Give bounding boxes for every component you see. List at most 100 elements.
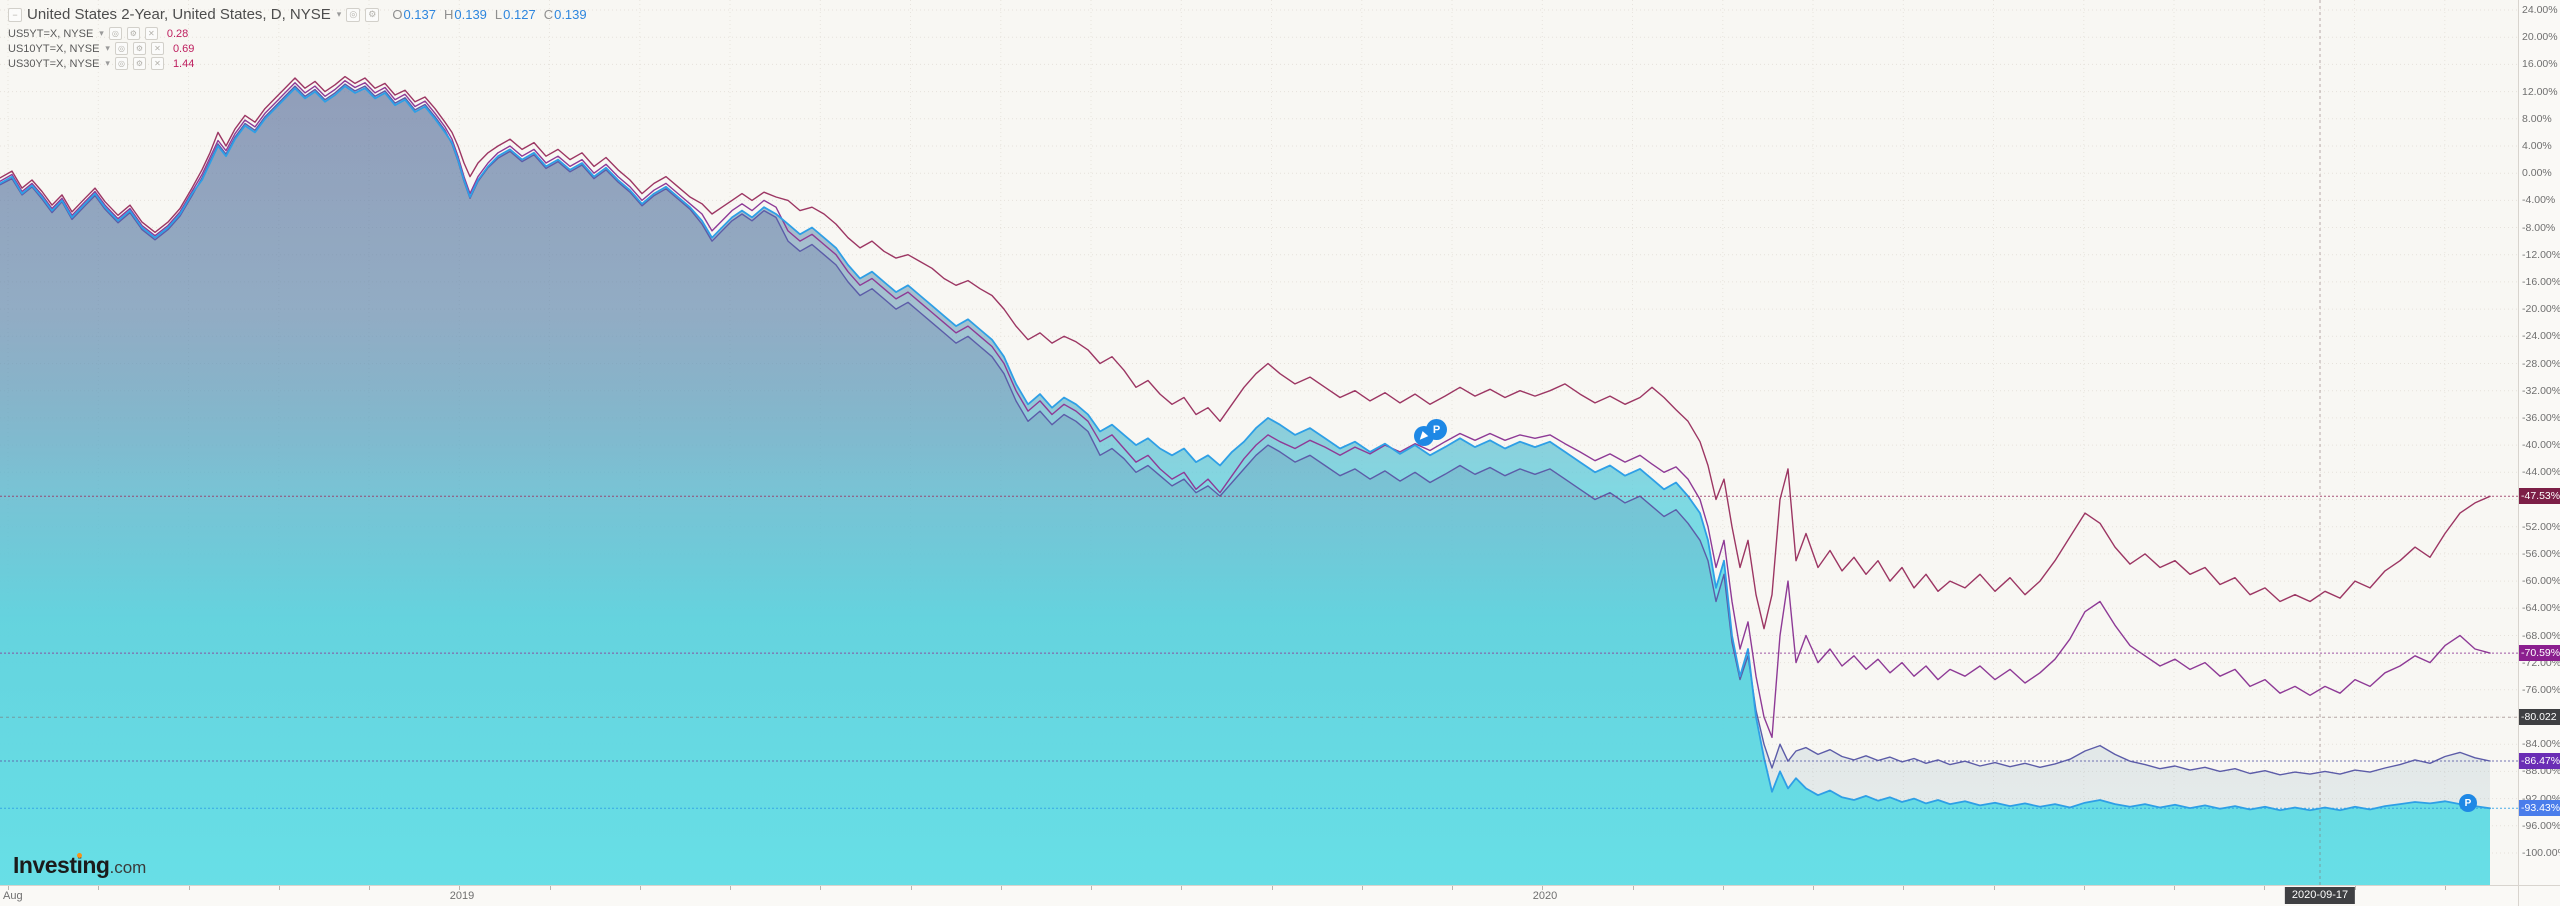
price-tick-label: -4.00% — [2522, 194, 2556, 207]
crosshair-date-label: 2020-09-17 — [2284, 887, 2356, 904]
area-fill-US5YT — [0, 84, 2490, 885]
ohlc-values: O0.137 H0.139 L0.127 C0.139 — [392, 7, 586, 22]
time-tick — [2083, 886, 2085, 890]
close-icon[interactable]: ✕ — [150, 57, 164, 70]
time-tick — [730, 886, 731, 890]
price-tick-label: -56.00% — [2522, 547, 2560, 560]
compare-symbol[interactable]: US10YT=X, NYSE — [8, 42, 100, 55]
price-tick-label: -96.00% — [2522, 819, 2560, 832]
time-tick — [1361, 886, 1363, 890]
eye-icon[interactable]: ◎ — [114, 57, 128, 70]
price-tick-label: -16.00% — [2522, 275, 2560, 288]
chevron-down-icon[interactable]: ▾ — [336, 9, 342, 19]
price-tick-label: -100.00% — [2522, 847, 2560, 859]
legend-collapse-button[interactable]: − — [8, 7, 22, 22]
gear-icon[interactable]: ⚙ — [132, 42, 146, 55]
legend: − United States 2-Year, United States, D… — [8, 6, 587, 72]
time-tick — [1632, 886, 1634, 890]
series-line-US5YT — [0, 83, 2491, 776]
price-tick-label: 16.00% — [2522, 58, 2558, 71]
symbol-settings-icon[interactable]: ⚙ — [365, 7, 380, 22]
gear-icon[interactable]: ⚙ — [132, 57, 146, 70]
price-label: -47.53% — [2519, 488, 2560, 505]
eye-icon[interactable]: ◎ — [114, 42, 128, 55]
crosshair-price-label: -80.022 — [2519, 709, 2560, 726]
price-axis[interactable]: 24.00% 20.00% 16.00% 12.00% 8.00% 4.00% 0.00% -… — [2518, 0, 2560, 885]
price-tick-label: -20.00% — [2522, 303, 2560, 316]
time-tick — [639, 886, 641, 890]
chevron-down-icon[interactable]: ▾ — [99, 28, 104, 38]
close-value: C0.139 — [543, 7, 587, 22]
high-value: H0.139 — [443, 7, 487, 22]
compare-value: 0.28 — [166, 27, 189, 40]
time-axis[interactable]: Aug 2019 2020 2020-09-17 — [0, 885, 2560, 906]
time-tick-label: Aug — [3, 890, 23, 902]
legend-row-us10y: US10YT=X, NYSE ▾ ◎ ⚙ ✕ 0.69 — [8, 42, 587, 55]
time-tick — [369, 886, 370, 890]
pointer-p-badge[interactable]: P — [1414, 419, 1450, 447]
series-line-US30YT — [0, 75, 2491, 630]
chevron-down-icon[interactable]: ▾ — [105, 58, 110, 68]
price-tick-label: 12.00% — [2522, 85, 2558, 98]
axis-corner — [2518, 885, 2560, 906]
price-tick-label: -24.00% — [2522, 330, 2560, 343]
price-tick-label: 0.00% — [2522, 167, 2552, 180]
time-tick — [1000, 886, 1002, 890]
open-value: O0.137 — [392, 7, 436, 22]
close-icon[interactable]: ✕ — [150, 42, 164, 55]
time-tick — [2264, 886, 2266, 890]
price-tick-label: -84.00% — [2522, 738, 2560, 751]
time-tick — [1722, 886, 1724, 890]
price-tick-label: 8.00% — [2522, 112, 2552, 125]
compare-symbol[interactable]: US30YT=X, NYSE — [8, 57, 100, 70]
time-tick — [8, 886, 9, 890]
investing-logo: Investing.com — [13, 852, 147, 878]
price-tick-label: 20.00% — [2522, 31, 2558, 44]
p-icon: P — [1426, 419, 1447, 440]
price-tick-label: -12.00% — [2522, 248, 2560, 261]
p-circle-badge[interactable]: P — [2459, 794, 2477, 812]
time-tick — [1452, 886, 1453, 890]
time-tick — [1993, 886, 1995, 890]
time-tick — [459, 886, 461, 890]
price-tick-label: -60.00% — [2522, 575, 2560, 588]
series-line-US10YT — [0, 80, 2491, 739]
eye-icon[interactable]: ◎ — [108, 27, 122, 40]
close-icon[interactable]: ✕ — [144, 27, 158, 40]
time-tick — [549, 886, 551, 890]
time-tick — [278, 886, 280, 890]
time-tick — [1903, 886, 1905, 890]
gear-icon[interactable]: ⚙ — [126, 27, 140, 40]
compare-symbol[interactable]: US5YT=X, NYSE — [8, 27, 94, 40]
price-tick-label: 4.00% — [2522, 140, 2552, 152]
time-tick — [1271, 886, 1273, 890]
price-label: -70.59% — [2519, 645, 2560, 662]
price-tick-label: -76.00% — [2522, 683, 2560, 696]
price-tick-label: -32.00% — [2522, 384, 2560, 397]
price-tick-label: -28.00% — [2522, 357, 2560, 370]
time-tick — [98, 886, 100, 890]
compare-value: 0.69 — [172, 42, 195, 55]
time-tick — [1813, 886, 1814, 890]
time-tick — [1181, 886, 1183, 890]
time-tick-label: 2019 — [449, 890, 475, 902]
price-tick-label: -64.00% — [2522, 602, 2560, 615]
logo-orange-dot: i — [76, 852, 83, 878]
time-tick — [1542, 886, 1544, 890]
series-line-US2YT — [0, 85, 2491, 812]
symbol-circle-icon[interactable]: ◎ — [346, 7, 361, 22]
price-tick-label: -40.00% — [2522, 439, 2560, 452]
price-label: -93.43% — [2519, 800, 2560, 817]
chevron-down-icon[interactable]: ▾ — [105, 43, 110, 53]
time-tick — [2444, 886, 2446, 890]
price-tick-label: 24.00% — [2522, 4, 2558, 16]
compare-value: 1.44 — [172, 57, 195, 70]
chart-plot-area[interactable] — [0, 0, 2518, 885]
low-value: L0.127 — [494, 7, 536, 22]
legend-main-row: − United States 2-Year, United States, D… — [8, 6, 587, 23]
symbol-title[interactable]: United States 2-Year, United States, D, … — [27, 6, 331, 23]
price-tick-label: -36.00% — [2522, 411, 2560, 424]
price-tick-label: -68.00% — [2522, 629, 2560, 642]
time-tick — [820, 886, 822, 890]
